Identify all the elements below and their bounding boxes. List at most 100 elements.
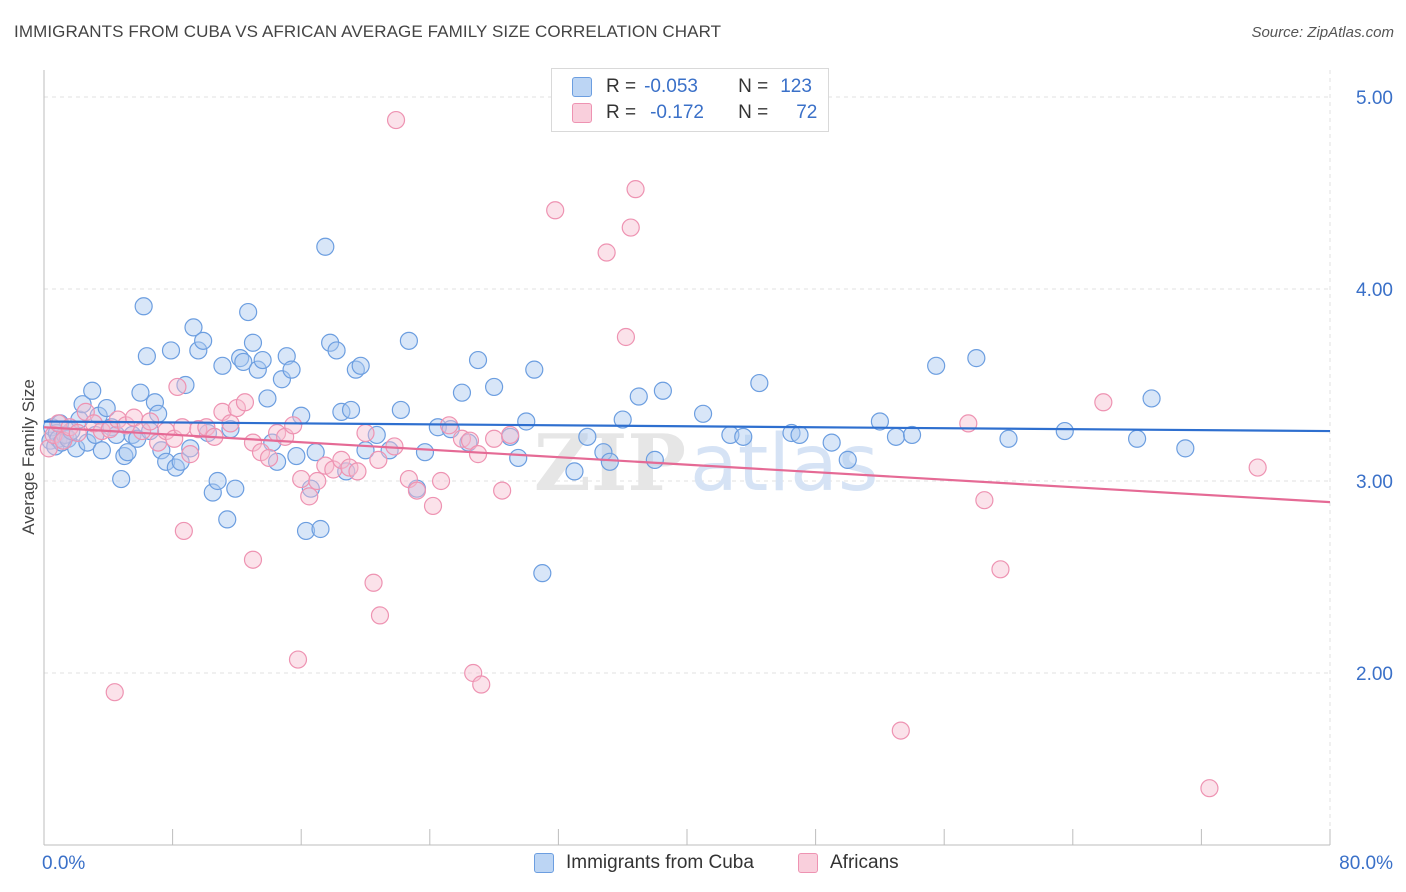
africans-point [597,243,616,262]
cuba-point [189,341,208,360]
cuba-point [967,349,986,368]
africans-point [621,218,640,237]
cuba-point [509,448,528,468]
cuba-point [112,469,131,489]
africans-point [460,431,480,450]
cuba-point [239,302,258,322]
legend-item-africans[interactable]: Africans [798,852,899,874]
africans-point [243,550,263,569]
cuba-point [248,360,267,379]
cuba-point [790,425,809,445]
cuba-point [296,521,316,541]
africans-point [991,560,1010,579]
cuba-point [184,318,203,337]
africans-point [1200,779,1219,798]
cuba-swatch [572,77,592,97]
cuba-point [282,360,301,379]
r-label: R = [606,76,637,97]
africans-point [407,481,427,500]
cuba-point [822,433,841,452]
cuba-point [525,360,544,379]
cuba-point [927,356,946,375]
cuba-point [613,410,632,429]
cuba-point [367,425,386,445]
africans-point [626,180,645,199]
africans-point [364,573,383,592]
africans-point [1248,458,1267,477]
cuba-point [258,389,277,408]
africans-point [891,721,910,740]
cuba-point [645,450,664,469]
cuba-point [1055,421,1074,441]
africans-swatch [572,103,592,123]
cuba-point [208,471,227,491]
africans-point [259,448,279,468]
cuba-point [131,383,150,402]
cuba-point [1142,389,1161,408]
cuba-point [92,441,111,460]
africans-point [292,469,311,489]
n-value: 72 [796,102,818,123]
cuba-point [145,393,165,412]
africans-point [616,327,636,347]
grid-layer [44,70,1331,845]
cuba-point [253,350,272,370]
cuba-point [226,479,245,498]
y-tick-label: 2.00 [1356,664,1393,685]
africans-point [181,445,200,464]
cuba-point [134,297,153,316]
cuba-point [161,341,181,360]
cuba-point [272,370,292,389]
cuba-point [97,398,116,418]
n-value: 123 [780,76,812,97]
n-label: N = [738,76,769,97]
legend-item-cuba[interactable]: Immigrants from Cuba [534,852,754,874]
africans-point [173,418,192,437]
legend-row-cuba: R = -0.053 N = 123 [572,74,812,100]
y-axis-title: Average Family Size [19,379,38,535]
africans-point [546,201,565,220]
africans-point [468,445,488,464]
cuba-point [327,341,346,360]
africans-point [423,496,443,516]
cuba-point [517,412,536,431]
cuba-point [870,412,890,431]
africans-point [300,487,319,506]
source-label: Source: ZipAtlas.com [1251,24,1394,41]
cuba-point [137,347,156,366]
cuba-point [287,446,306,466]
cuba-point [415,443,435,462]
cuba-point [468,350,488,370]
cuba-point [902,425,922,445]
africans-point [105,683,124,702]
legend-label: Immigrants from Cuba [566,852,754,873]
africans-point [975,491,994,510]
cuba-point [578,427,597,446]
trend-lines [43,420,1331,504]
cuba-point [629,387,648,406]
cuba-point [118,443,137,462]
africans-swatch [798,853,818,873]
africans-point [493,481,512,500]
africans-point [1094,393,1113,412]
r-label: R = [606,102,637,123]
africans-point [235,393,255,412]
cuba-point [243,333,263,352]
cuba-point [203,483,222,502]
points-layer [39,110,1267,798]
r-value: -0.172 [650,102,704,123]
africans-point [386,110,406,130]
africans-point [174,521,193,541]
cuba-point [999,429,1018,448]
cuba-point [157,452,176,471]
cuba-point [533,564,552,583]
cuba-point [750,373,769,393]
africans-point [431,471,451,491]
africans-point [369,450,388,469]
cuba-point [734,427,753,446]
cuba-point [181,439,200,458]
cuba-point [391,400,410,420]
cuba-point [316,237,335,256]
cuba-point [166,458,185,477]
y-tick-label: 3.00 [1356,472,1393,493]
